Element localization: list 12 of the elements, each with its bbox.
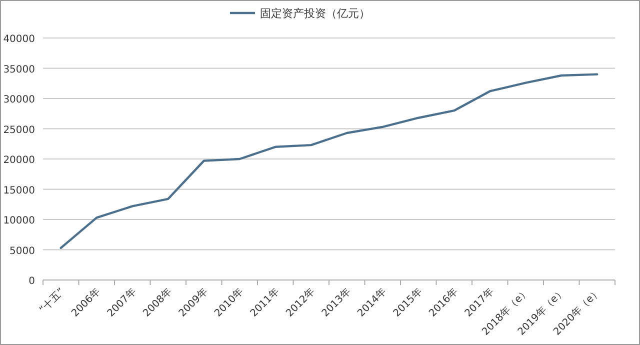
y-tick-label: 35000 bbox=[3, 64, 35, 76]
y-tick-label: 25000 bbox=[3, 124, 35, 136]
y-tick-label: 20000 bbox=[3, 155, 35, 166]
x-tick-label: “十五” bbox=[37, 286, 67, 316]
y-tick-label: 40000 bbox=[3, 34, 35, 45]
y-tick-label: 5000 bbox=[10, 246, 35, 257]
legend-label: 固定资产投资（亿元） bbox=[260, 7, 370, 20]
y-tick-label: 0 bbox=[28, 276, 35, 287]
y-tick-label: 15000 bbox=[3, 185, 35, 196]
line-series bbox=[60, 73, 598, 250]
y-tick-label: 10000 bbox=[3, 216, 35, 226]
y-tick-label: 30000 bbox=[3, 94, 35, 106]
